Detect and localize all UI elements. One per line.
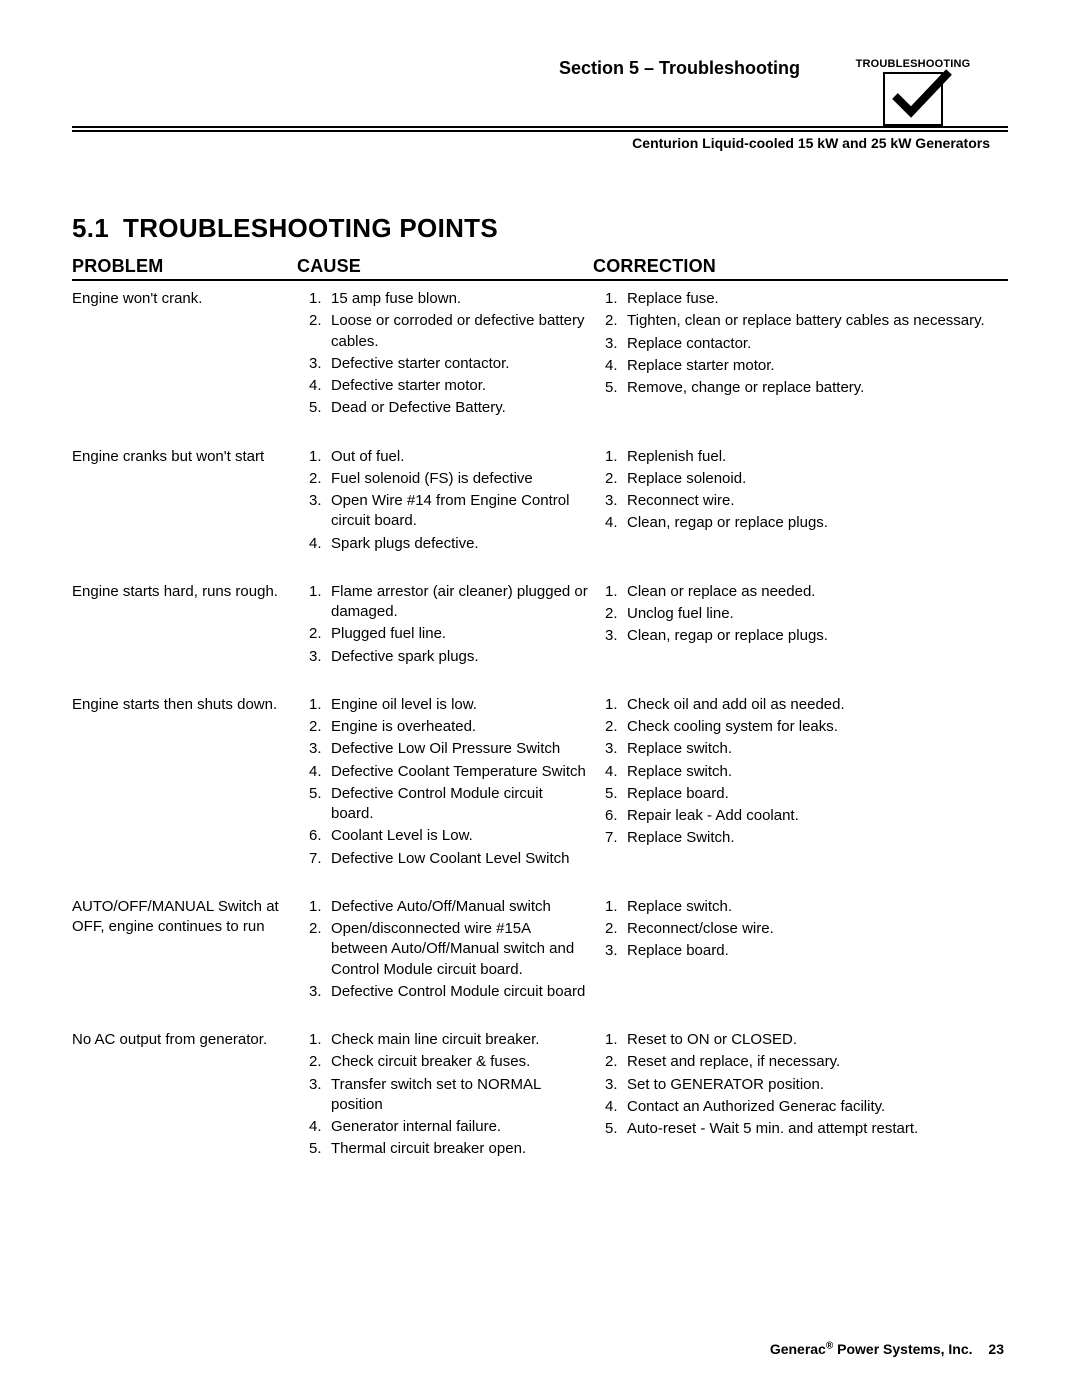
cause-item: Spark plugs defective. xyxy=(309,534,589,554)
correction-item: Replace switch. xyxy=(605,762,1008,782)
correction-cell: Replace fuse.Tighten, clean or replace b… xyxy=(605,289,1008,400)
cause-item: Check circuit breaker & fuses. xyxy=(309,1052,589,1072)
problem-cell: Engine starts hard, runs rough. xyxy=(72,582,309,602)
problem-cell: Engine starts then shuts down. xyxy=(72,695,309,715)
cause-cell: 15 amp fuse blown.Loose or corroded or d… xyxy=(309,289,605,421)
cause-item: Defective Control Module circuit board. xyxy=(309,784,589,825)
correction-cell: Check oil and add oil as needed.Check co… xyxy=(605,695,1008,851)
correction-item: Auto-reset - Wait 5 min. and attempt res… xyxy=(605,1119,1008,1139)
problem-cell: Engine won't crank. xyxy=(72,289,309,309)
cause-item: Engine is overheated. xyxy=(309,717,589,737)
table-row: AUTO/OFF/MANUAL Switch at OFF, engine co… xyxy=(72,895,1008,1028)
cause-item: Engine oil level is low. xyxy=(309,695,589,715)
cause-item: Generator internal failure. xyxy=(309,1117,589,1137)
cause-item: Defective Low Oil Pressure Switch xyxy=(309,739,589,759)
correction-item: Check cooling system for leaks. xyxy=(605,717,1008,737)
table-header-row: PROBLEM CAUSE CORRECTION xyxy=(72,256,1008,281)
cause-item: Plugged fuel line. xyxy=(309,624,589,644)
problem-cell: No AC output from generator. xyxy=(72,1030,309,1050)
cause-item: Dead or Defective Battery. xyxy=(309,398,589,418)
table-row: Engine starts hard, runs rough.Flame arr… xyxy=(72,580,1008,693)
footer-page-number: 23 xyxy=(988,1341,1004,1357)
correction-cell: Reset to ON or CLOSED.Reset and replace,… xyxy=(605,1030,1008,1141)
page-footer: Generac® Power Systems, Inc. 23 xyxy=(770,1340,1004,1357)
cause-cell: Out of fuel.Fuel solenoid (FS) is defect… xyxy=(309,447,605,556)
correction-item: Replace Switch. xyxy=(605,828,1008,848)
correction-item: Replace fuse. xyxy=(605,289,1008,309)
problem-cell: AUTO/OFF/MANUAL Switch at OFF, engine co… xyxy=(72,897,309,938)
cause-item: Coolant Level is Low. xyxy=(309,826,589,846)
table-row: No AC output from generator.Check main l… xyxy=(72,1028,1008,1186)
col-header-correction: CORRECTION xyxy=(593,256,1008,277)
correction-item: Replace board. xyxy=(605,941,1008,961)
correction-item: Reconnect/close wire. xyxy=(605,919,1008,939)
cause-item: Defective Control Module circuit board xyxy=(309,982,589,1002)
correction-item: Check oil and add oil as needed. xyxy=(605,695,1008,715)
cause-item: Open/disconnected wire #15A between Auto… xyxy=(309,919,589,980)
cause-item: Check main line circuit breaker. xyxy=(309,1030,589,1050)
correction-item: Replace switch. xyxy=(605,739,1008,759)
cause-item: Defective starter contactor. xyxy=(309,354,589,374)
checkmark-icon xyxy=(883,72,943,126)
cause-item: Defective Low Coolant Level Switch xyxy=(309,849,589,869)
col-header-cause: CAUSE xyxy=(297,256,593,277)
cause-item: 15 amp fuse blown. xyxy=(309,289,589,309)
correction-item: Tighten, clean or replace battery cables… xyxy=(605,311,1008,331)
correction-cell: Replace switch.Reconnect/close wire.Repl… xyxy=(605,897,1008,964)
section-title: Section 5 – Troubleshooting xyxy=(72,58,800,81)
correction-item: Remove, change or replace battery. xyxy=(605,378,1008,398)
correction-item: Replace starter motor. xyxy=(605,356,1008,376)
heading-text: TROUBLESHOOTING POINTS xyxy=(123,213,498,243)
col-header-problem: PROBLEM xyxy=(72,256,297,277)
cause-item: Open Wire #14 from Engine Control circui… xyxy=(309,491,589,532)
correction-cell: Clean or replace as needed.Unclog fuel l… xyxy=(605,582,1008,649)
table-body: Engine won't crank.15 amp fuse blown.Loo… xyxy=(72,287,1008,1186)
correction-item: Reconnect wire. xyxy=(605,491,1008,511)
correction-cell: Replenish fuel.Replace solenoid.Reconnec… xyxy=(605,447,1008,536)
correction-item: Set to GENERATOR position. xyxy=(605,1075,1008,1095)
correction-item: Replace switch. xyxy=(605,897,1008,917)
cause-cell: Flame arrestor (air cleaner) plugged or … xyxy=(309,582,605,669)
footer-company: Generac® Power Systems, Inc. xyxy=(770,1341,973,1357)
page-header: Section 5 – Troubleshooting TROUBLESHOOT… xyxy=(72,58,1008,151)
cause-item: Defective Auto/Off/Manual switch xyxy=(309,897,589,917)
correction-item: Unclog fuel line. xyxy=(605,604,1008,624)
correction-item: Reset and replace, if necessary. xyxy=(605,1052,1008,1072)
main-heading: 5.1 TROUBLESHOOTING POINTS xyxy=(72,213,1008,244)
cause-item: Defective Coolant Temperature Switch xyxy=(309,762,589,782)
correction-item: Clean or replace as needed. xyxy=(605,582,1008,602)
correction-item: Replenish fuel. xyxy=(605,447,1008,467)
correction-item: Replace contactor. xyxy=(605,334,1008,354)
correction-item: Replace board. xyxy=(605,784,1008,804)
table-row: Engine starts then shuts down.Engine oil… xyxy=(72,693,1008,895)
cause-cell: Check main line circuit breaker.Check ci… xyxy=(309,1030,605,1162)
cause-item: Flame arrestor (air cleaner) plugged or … xyxy=(309,582,589,623)
correction-item: Clean, regap or replace plugs. xyxy=(605,626,1008,646)
correction-item: Contact an Authorized Generac facility. xyxy=(605,1097,1008,1117)
page: Section 5 – Troubleshooting TROUBLESHOOT… xyxy=(0,0,1080,1397)
table-row: Engine won't crank.15 amp fuse blown.Loo… xyxy=(72,287,1008,445)
cause-item: Defective starter motor. xyxy=(309,376,589,396)
correction-item: Replace solenoid. xyxy=(605,469,1008,489)
cause-item: Out of fuel. xyxy=(309,447,589,467)
header-subtitle: Centurion Liquid-cooled 15 kW and 25 kW … xyxy=(72,130,1008,151)
problem-cell: Engine cranks but won't start xyxy=(72,447,309,467)
correction-item: Repair leak - Add coolant. xyxy=(605,806,1008,826)
heading-number: 5.1 xyxy=(72,213,109,243)
cause-item: Thermal circuit breaker open. xyxy=(309,1139,589,1159)
cause-cell: Defective Auto/Off/Manual switchOpen/dis… xyxy=(309,897,605,1004)
cause-item: Fuel solenoid (FS) is defective xyxy=(309,469,589,489)
table-row: Engine cranks but won't startOut of fuel… xyxy=(72,445,1008,580)
cause-item: Transfer switch set to NORMAL position xyxy=(309,1075,589,1116)
cause-item: Defective spark plugs. xyxy=(309,647,589,667)
cause-cell: Engine oil level is low.Engine is overhe… xyxy=(309,695,605,871)
correction-item: Reset to ON or CLOSED. xyxy=(605,1030,1008,1050)
cause-item: Loose or corroded or defective battery c… xyxy=(309,311,589,352)
correction-item: Clean, regap or replace plugs. xyxy=(605,513,1008,533)
